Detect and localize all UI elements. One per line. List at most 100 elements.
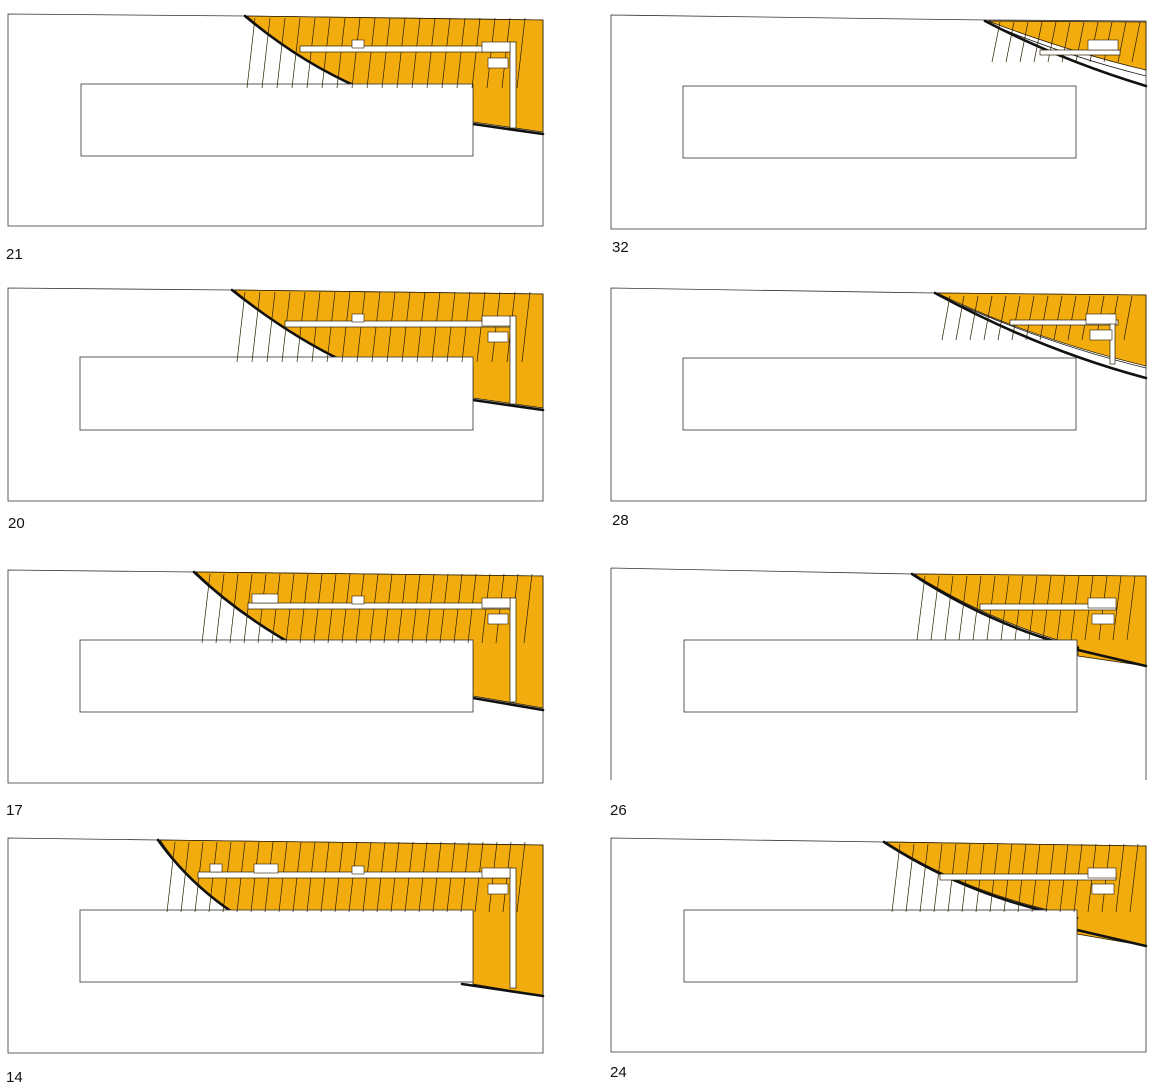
tier-line [486, 17, 496, 89]
booth [251, 593, 279, 604]
plan-label: 14 [6, 1069, 23, 1086]
booth [481, 867, 511, 879]
tier-line [396, 17, 406, 89]
aisle [509, 597, 517, 703]
walkway [1039, 49, 1121, 56]
tier-line [905, 843, 915, 913]
tier-line [1067, 295, 1077, 341]
tier-line [1123, 295, 1133, 341]
plan-21: 21 [6, 13, 545, 263]
plan-28: 28 [610, 287, 1148, 529]
booth [1087, 39, 1119, 51]
booth [351, 313, 365, 323]
tier-line [291, 17, 301, 89]
tier-line [1011, 295, 1021, 341]
plan-label: 28 [612, 512, 629, 529]
tier-line [180, 841, 190, 913]
curved-edge [243, 14, 362, 90]
tier-line [1131, 21, 1141, 63]
tier-line [997, 295, 1007, 341]
tier-line [229, 573, 239, 644]
plan-label: 21 [6, 246, 23, 263]
tier-line [516, 841, 526, 913]
booth [253, 863, 279, 874]
plan-label: 20 [8, 515, 25, 532]
booth [481, 315, 511, 327]
tier-line [266, 291, 276, 363]
booth [1091, 613, 1115, 625]
tier-line [246, 17, 256, 89]
booth [1089, 329, 1113, 341]
tier-line [366, 17, 376, 89]
tier-line [983, 295, 993, 341]
tier-line [944, 575, 954, 641]
plan-label: 24 [610, 1064, 627, 1081]
tier-line [516, 17, 526, 89]
tier-line [955, 295, 965, 341]
tier-line [1115, 843, 1125, 913]
tier-line [958, 575, 968, 641]
tier-line [261, 17, 271, 89]
curved-edge-east [471, 122, 545, 136]
booth [487, 57, 509, 69]
tier-line [411, 17, 421, 89]
tier-line [1025, 295, 1035, 341]
booth [487, 613, 509, 625]
tier-line [972, 575, 982, 641]
tier-line [236, 291, 246, 363]
aisle [509, 315, 517, 405]
tier-line [919, 843, 929, 913]
tier-line [521, 291, 531, 363]
tier-line [969, 295, 979, 341]
inner-hall [79, 909, 474, 983]
plan-20: 20 [7, 287, 545, 532]
booth [351, 865, 365, 875]
inner-hall [683, 909, 1078, 983]
plan-26: 26 [610, 567, 1148, 819]
curved-edge-east [471, 398, 545, 412]
tier-line [1112, 575, 1122, 641]
booth [1085, 313, 1117, 325]
curved-edge-east [460, 982, 545, 998]
tier-line [891, 843, 901, 913]
inner-hall [682, 85, 1077, 159]
curved-edge [230, 288, 347, 364]
tier-line [201, 573, 211, 644]
curved-edge-inner [939, 295, 1147, 369]
plan-32: 32 [610, 14, 1148, 256]
tier-line [471, 17, 481, 89]
booth [351, 39, 365, 49]
tier-line [306, 17, 316, 89]
booth [1087, 597, 1117, 609]
inner-hall [79, 356, 474, 431]
tier-line [1033, 21, 1043, 63]
tier-line [456, 17, 466, 89]
booth [481, 41, 511, 53]
curved-edge [156, 838, 234, 914]
booth [1091, 883, 1115, 895]
plan-24: 24 [610, 837, 1148, 1081]
curved-edge [192, 570, 292, 645]
tier-line [441, 17, 451, 89]
tier-line [1129, 843, 1139, 913]
tier-line [991, 21, 1001, 63]
plan-17: 17 [6, 569, 545, 819]
curved-edge-east [471, 696, 545, 712]
slat-lines [246, 17, 526, 89]
tier-line [351, 17, 361, 89]
tier-line [941, 295, 951, 341]
tier-line [381, 17, 391, 89]
curved-edge-east [1075, 928, 1148, 948]
walkway [284, 320, 514, 328]
tier-line [1005, 21, 1015, 63]
tier-line [215, 573, 225, 644]
walkway [299, 45, 513, 53]
tier-line [501, 17, 511, 89]
booth [487, 883, 509, 895]
tier-line [251, 291, 261, 363]
tier-line [321, 17, 331, 89]
walkway [247, 602, 514, 610]
booth [351, 595, 365, 605]
booth [481, 597, 511, 609]
